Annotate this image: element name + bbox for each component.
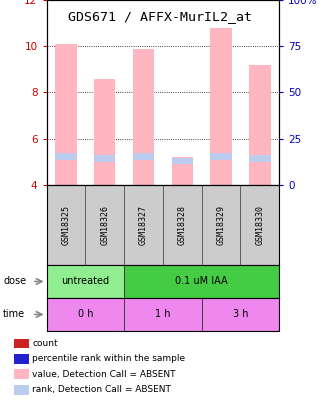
Text: 1 h: 1 h <box>155 309 171 320</box>
Bar <box>240 185 279 265</box>
Bar <box>94 79 115 185</box>
Bar <box>85 185 124 265</box>
Bar <box>172 157 193 185</box>
Bar <box>47 298 124 331</box>
Text: GSM18325: GSM18325 <box>61 205 70 245</box>
Bar <box>202 185 240 265</box>
Bar <box>124 265 279 298</box>
Bar <box>14 339 29 348</box>
Text: 0 h: 0 h <box>78 309 93 320</box>
Text: GDS671 / AFFX-MurIL2_at: GDS671 / AFFX-MurIL2_at <box>68 10 253 23</box>
Text: dose: dose <box>3 277 26 286</box>
Bar <box>211 28 232 185</box>
Text: GSM18328: GSM18328 <box>178 205 187 245</box>
Bar <box>47 185 85 265</box>
Text: value, Detection Call = ABSENT: value, Detection Call = ABSENT <box>32 370 176 379</box>
Bar <box>124 298 202 331</box>
Bar <box>133 153 154 160</box>
Bar <box>14 369 29 379</box>
Text: count: count <box>32 339 58 348</box>
Bar <box>249 65 271 185</box>
Text: rank, Detection Call = ABSENT: rank, Detection Call = ABSENT <box>32 385 171 394</box>
Text: untreated: untreated <box>61 277 109 286</box>
Bar <box>133 49 154 185</box>
Text: GSM18330: GSM18330 <box>256 205 265 245</box>
Bar <box>124 185 163 265</box>
Bar <box>14 385 29 394</box>
Text: GSM18329: GSM18329 <box>217 205 226 245</box>
Bar <box>202 298 279 331</box>
Bar <box>163 185 202 265</box>
Text: percentile rank within the sample: percentile rank within the sample <box>32 354 185 363</box>
Bar <box>47 265 124 298</box>
Text: time: time <box>3 309 25 320</box>
Bar <box>172 158 193 164</box>
Text: 0.1 uM IAA: 0.1 uM IAA <box>175 277 228 286</box>
Bar <box>55 44 77 185</box>
Bar <box>55 153 77 160</box>
Bar <box>94 156 115 162</box>
Text: GSM18327: GSM18327 <box>139 205 148 245</box>
Text: GSM18326: GSM18326 <box>100 205 109 245</box>
Text: 3 h: 3 h <box>233 309 248 320</box>
Bar <box>211 153 232 160</box>
Bar <box>249 156 271 162</box>
Bar <box>14 354 29 364</box>
